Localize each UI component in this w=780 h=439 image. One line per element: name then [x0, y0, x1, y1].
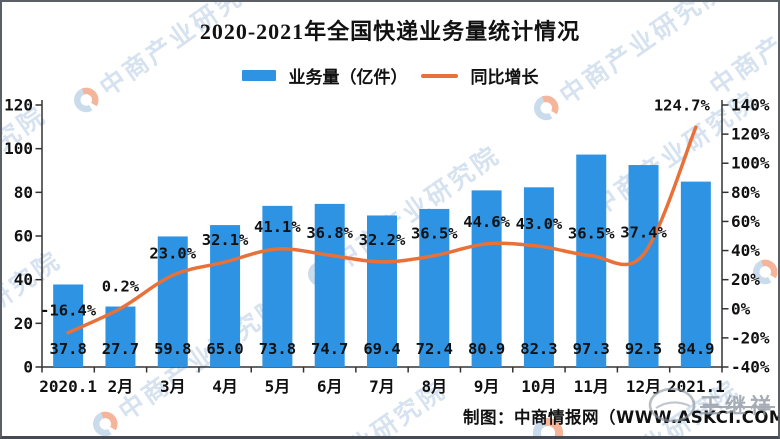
- right-axis-tick-label: 120%: [731, 125, 770, 144]
- growth-value-label: 43.0%: [516, 215, 563, 233]
- right-axis-tick-label: -40%: [731, 358, 770, 377]
- growth-value-label: 36.5%: [568, 225, 615, 243]
- right-axis-tick-label: 100%: [731, 154, 770, 173]
- x-axis-category-label: 10月: [521, 377, 556, 396]
- legend-label-volume: 业务量（亿件）: [288, 68, 408, 88]
- bar-12月: [628, 165, 659, 367]
- bar-value-label: 72.4: [416, 340, 453, 358]
- signature-stamp-icon: [648, 387, 696, 423]
- right-axis-tick-label: 20%: [731, 270, 760, 289]
- bar-10月: [523, 187, 554, 367]
- bar-value-label: 27.7: [102, 340, 139, 358]
- right-axis-tick-label: -20%: [731, 328, 770, 347]
- right-axis-tick-label: 140%: [731, 96, 770, 115]
- bar-value-label: 37.8: [49, 340, 86, 358]
- growth-value-label: -16.4%: [40, 302, 97, 320]
- growth-value-label: 32.1%: [202, 231, 249, 249]
- bar-11月: [576, 154, 607, 367]
- x-axis-category-label: 11月: [574, 377, 609, 396]
- bar-value-label: 84.9: [677, 340, 714, 358]
- x-axis-category-label: 3月: [160, 377, 186, 396]
- bar-value-label: 97.3: [573, 340, 610, 358]
- growth-value-label: 23.0%: [149, 244, 196, 262]
- bar-3月: [157, 236, 188, 367]
- x-axis-category-label: 4月: [212, 377, 238, 396]
- bar-value-label: 73.8: [259, 340, 296, 358]
- bar-2月: [105, 306, 136, 367]
- bar-value-label: 74.7: [311, 340, 348, 358]
- growth-value-label: 41.1%: [254, 218, 301, 236]
- x-axis-category-label: 2020.1: [39, 377, 97, 396]
- bar-2021.1: [680, 181, 711, 367]
- bar-4月: [210, 225, 241, 367]
- growth-value-label: 37.4%: [620, 223, 667, 241]
- left-axis-tick-label: 40: [14, 270, 33, 289]
- left-axis-tick-label: 60: [14, 227, 33, 246]
- growth-value-label: 0.2%: [102, 277, 140, 295]
- signature-name: 王继祥: [700, 394, 775, 418]
- x-axis-category-label: 5月: [265, 377, 291, 396]
- bar-value-label: 59.8: [154, 340, 191, 358]
- bar-value-label: 69.4: [363, 340, 400, 358]
- right-axis-tick-label: 0%: [731, 299, 751, 318]
- left-axis-tick-label: 20: [14, 314, 33, 333]
- x-axis-category-label: 9月: [474, 377, 500, 396]
- x-axis-category-label: 8月: [421, 377, 447, 396]
- right-axis-tick-label: 40%: [731, 241, 760, 260]
- left-axis-tick-label: 0: [23, 358, 33, 377]
- x-axis-category-label: 2月: [108, 377, 134, 396]
- x-axis-category-label: 7月: [369, 377, 395, 396]
- signature-watermark: 王继祥: [646, 384, 775, 426]
- x-axis-category-label: 6月: [317, 377, 343, 396]
- bar-series-swatch-icon: [241, 70, 276, 81]
- right-axis-tick-label: 60%: [731, 212, 760, 231]
- bar-7月: [367, 215, 397, 367]
- left-axis-tick-label: 120: [4, 96, 33, 115]
- left-axis-tick-label: 100: [4, 139, 33, 158]
- bar-value-label: 82.3: [520, 340, 557, 358]
- x-axis-category-label: 12月: [626, 377, 661, 396]
- legend-label-growth: 同比增长: [470, 68, 539, 88]
- bar-value-label: 92.5: [625, 340, 662, 358]
- legend: 业务量（亿件） 同比增长: [2, 63, 778, 88]
- bar-8月: [419, 208, 450, 367]
- line-series-swatch-icon: [420, 73, 458, 78]
- bar-2020.1: [53, 284, 84, 367]
- growth-value-label: 36.5%: [411, 225, 458, 243]
- growth-value-label: 44.6%: [463, 213, 510, 231]
- growth-value-label: 36.8%: [306, 224, 353, 242]
- growth-value-label: 124.7%: [654, 96, 711, 114]
- bar-value-label: 80.9: [468, 340, 505, 358]
- growth-line: [66, 125, 698, 335]
- bar-9月: [471, 190, 502, 367]
- bar-5月: [262, 205, 293, 367]
- left-axis-tick-label: 80: [14, 183, 33, 202]
- right-axis-tick-label: 80%: [731, 183, 760, 202]
- page-title: 2020-2021年全国快递业务量统计情况: [199, 19, 581, 44]
- bar-value-label: 65.0: [206, 340, 243, 358]
- growth-value-label: 32.2%: [359, 231, 406, 249]
